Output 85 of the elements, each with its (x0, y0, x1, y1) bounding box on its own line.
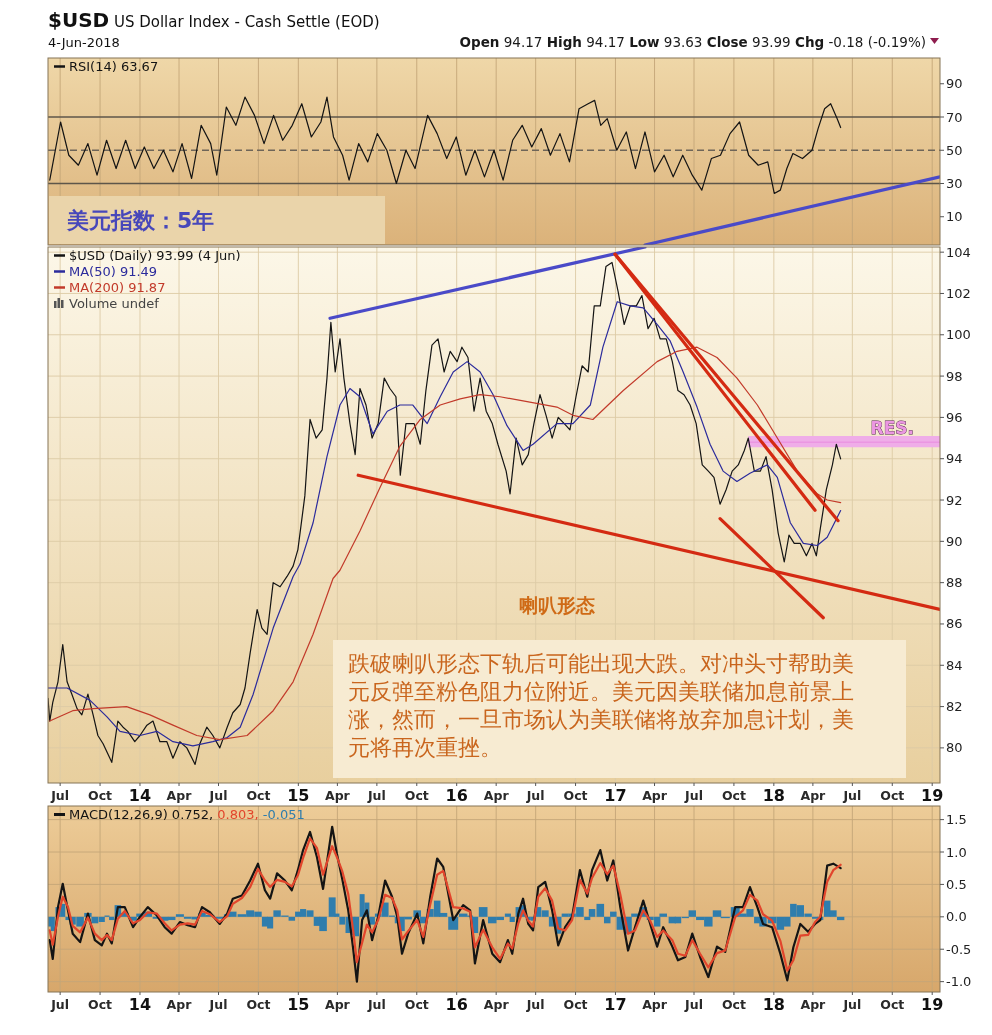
y-tick-label: 88 (946, 575, 963, 591)
x-tick-label: Jul (366, 997, 386, 1012)
x-tick-label: Apr (166, 997, 193, 1012)
y-tick-label: 30 (946, 176, 963, 191)
x-tick-label: Jul (684, 997, 703, 1012)
x-tick-label: Jul (366, 788, 386, 803)
x-tick-label: Apr (642, 997, 668, 1012)
x-tick-label: Oct (246, 997, 271, 1012)
x-tick-label: 15 (287, 995, 310, 1014)
y-tick-label: 84 (946, 657, 963, 673)
x-tick-label: 19 (921, 995, 944, 1014)
x-tick-label: 14 (128, 786, 152, 805)
x-tick-label: Apr (324, 997, 351, 1012)
y-tick-label: 98 (946, 368, 963, 384)
y-tick-label: 94 (946, 451, 963, 467)
x-tick-label: Jul (208, 788, 228, 803)
x-tick-label: Jul (525, 788, 545, 803)
x-tick-label: Oct (721, 997, 746, 1012)
x-tick-label: 19 (921, 786, 944, 805)
x-tick-label: Jul (50, 788, 70, 803)
annotation: 跌破喇叭形态下轨后可能出现大跌。对冲头寸帮助美元反弹至粉色阻力位附近。美元因美联储加息前景上涨，然而，一旦市场认为美联储将放弃加息计划，美元将再次重挫。 (348, 651, 854, 760)
x-tick-label: Oct (88, 788, 113, 803)
x-tick-label: Jul (684, 788, 703, 803)
y-tick-label: 96 (946, 409, 963, 425)
y-tick-label: 90 (946, 533, 963, 549)
x-tick-label: Apr (483, 788, 510, 803)
x-tick-label: Oct (721, 788, 746, 803)
text: -0.051 (262, 807, 305, 822)
legend-label: RSI(14) 63.67 (69, 59, 159, 74)
y-tick-label: 0.5 (946, 876, 967, 892)
x-tick-label: Oct (246, 788, 271, 803)
text: Open 94.17 High 94.17 Low 93.63 Close 93.99 Chg -0.18 (-0.19%) (459, 34, 926, 50)
y-tick-label: 1.0 (946, 844, 967, 860)
x-tick-label: 16 (445, 995, 468, 1014)
x-tick-label: Apr (800, 788, 827, 803)
y-tick-label: 82 (946, 699, 963, 715)
x-tick-label: Apr (166, 788, 193, 803)
x-tick-label: Apr (642, 788, 668, 803)
y-tick-label: 50 (946, 142, 963, 158)
y-tick-label: 92 (946, 492, 963, 508)
x-tick-label: 18 (762, 995, 785, 1014)
y-tick-label: 90 (946, 76, 963, 92)
y-tick-label: -0.5 (946, 941, 972, 957)
x-tick-label: 17 (604, 786, 627, 805)
y-tick-label: 10 (946, 209, 963, 225)
x-tick-label: 17 (604, 995, 627, 1014)
y-tick-label: 104 (946, 244, 971, 260)
x-tick-label: Jul (525, 997, 545, 1012)
annotation: 美元指数：5年 (66, 208, 215, 234)
legend-label: $USD (Daily) 93.99 (4 Jun) (69, 248, 241, 263)
y-tick-label: -1.0 (946, 974, 972, 990)
text: 0.803, (217, 807, 259, 822)
legend-label: MACD(12,26,9) 0.752, (69, 807, 214, 822)
x-tick-label: Oct (88, 997, 113, 1012)
chart-title: $USD US Dollar Index - Cash Settle (EOD) (48, 8, 380, 32)
x-tick-label: 15 (287, 786, 310, 805)
y-tick-label: 86 (946, 616, 963, 632)
series-label: RES. (870, 417, 914, 438)
x-tick-label: 14 (128, 995, 152, 1014)
x-tick-label: Jul (50, 997, 70, 1012)
x-tick-label: Jul (842, 788, 862, 803)
x-tick-label: Oct (404, 788, 429, 803)
x-tick-label: Jul (208, 997, 228, 1012)
x-tick-label: Apr (324, 788, 351, 803)
x-tick-label: Oct (880, 788, 905, 803)
x-tick-label: Jul (842, 997, 862, 1012)
legend-label: MA(50) 91.49 (69, 264, 158, 279)
y-tick-label: 70 (946, 109, 963, 125)
y-tick-label: 1.5 (946, 812, 967, 828)
legend-label: MA(200) 91.87 (69, 280, 166, 295)
x-tick-label: 18 (762, 786, 785, 805)
chart-subtitle: 4-Jun-2018 (48, 35, 120, 50)
x-tick-label: Oct (880, 997, 905, 1012)
x-tick-label: Apr (483, 997, 510, 1012)
y-tick-label: 102 (946, 285, 971, 301)
x-tick-label: Apr (800, 997, 827, 1012)
annotation: 喇叭形态 (519, 594, 595, 616)
annotation: Volume undef (69, 296, 160, 311)
x-tick-label: Oct (563, 997, 588, 1012)
x-tick-label: 16 (445, 786, 468, 805)
y-tick-label: 100 (946, 327, 971, 343)
y-tick-label: 0.0 (946, 909, 967, 925)
y-tick-label: 80 (946, 740, 963, 756)
x-tick-label: Oct (563, 788, 588, 803)
x-tick-label: Oct (404, 997, 429, 1012)
